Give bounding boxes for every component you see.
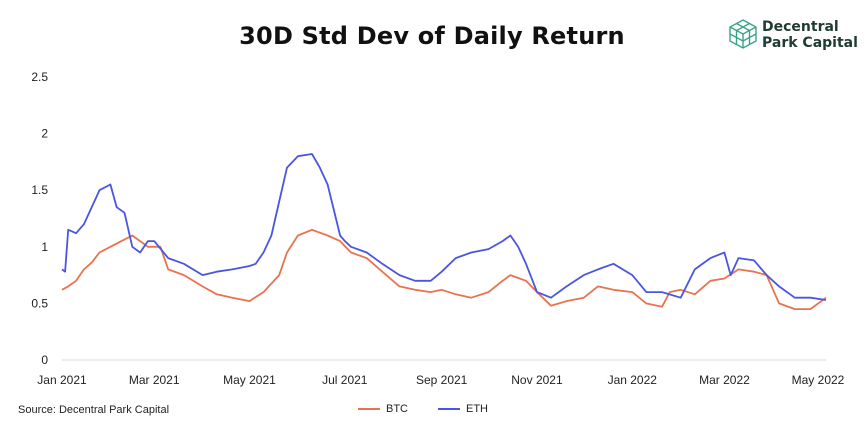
x-tick-label: Jan 2021 bbox=[37, 373, 87, 387]
legend-label-eth: ETH bbox=[466, 403, 488, 415]
series-line-btc bbox=[61, 228, 827, 311]
y-tick-label: 2.5 bbox=[31, 70, 48, 84]
series-lines bbox=[61, 153, 827, 311]
legend-item-eth: ETH bbox=[438, 403, 488, 415]
legend-swatch-eth bbox=[438, 408, 460, 410]
source-note: Source: Decentral Park Capital bbox=[18, 404, 170, 416]
legend: BTC ETH bbox=[358, 403, 488, 415]
chart-title: 30D Std Dev of Daily Return bbox=[239, 22, 625, 50]
y-tick-label: 1 bbox=[41, 240, 48, 254]
legend-item-btc: BTC bbox=[358, 403, 408, 415]
x-tick-label: Sep 2021 bbox=[416, 373, 468, 387]
y-tick-label: 1.5 bbox=[31, 183, 48, 197]
y-tick-label: 0.5 bbox=[31, 296, 48, 310]
x-tick-label: Mar 2022 bbox=[699, 373, 750, 387]
x-tick-label: Jul 2021 bbox=[322, 373, 368, 387]
series-line-eth bbox=[61, 153, 827, 301]
brand-logo: Decentral Park Capital bbox=[728, 18, 860, 52]
legend-swatch-btc bbox=[358, 408, 380, 410]
x-tick-label: May 2022 bbox=[792, 373, 845, 387]
x-tick-label: Mar 2021 bbox=[129, 373, 180, 387]
x-tick-label: Jan 2022 bbox=[608, 373, 658, 387]
logo-text-line1: Decentral bbox=[762, 19, 839, 35]
y-axis-ticks: 0 0.5 1 1.5 2 2.5 bbox=[31, 70, 48, 367]
x-axis-ticks: Jan 2021 Mar 2021 May 2021 Jul 2021 Sep 2021… bbox=[37, 373, 844, 387]
y-tick-label: 2 bbox=[41, 127, 48, 141]
y-tick-label: 0 bbox=[41, 353, 48, 367]
x-tick-label: May 2021 bbox=[223, 373, 276, 387]
legend-label-btc: BTC bbox=[386, 403, 408, 415]
cube-logo-icon bbox=[729, 19, 757, 49]
x-tick-label: Nov 2021 bbox=[511, 373, 563, 387]
logo-text-line2: Park Capital bbox=[762, 35, 858, 51]
